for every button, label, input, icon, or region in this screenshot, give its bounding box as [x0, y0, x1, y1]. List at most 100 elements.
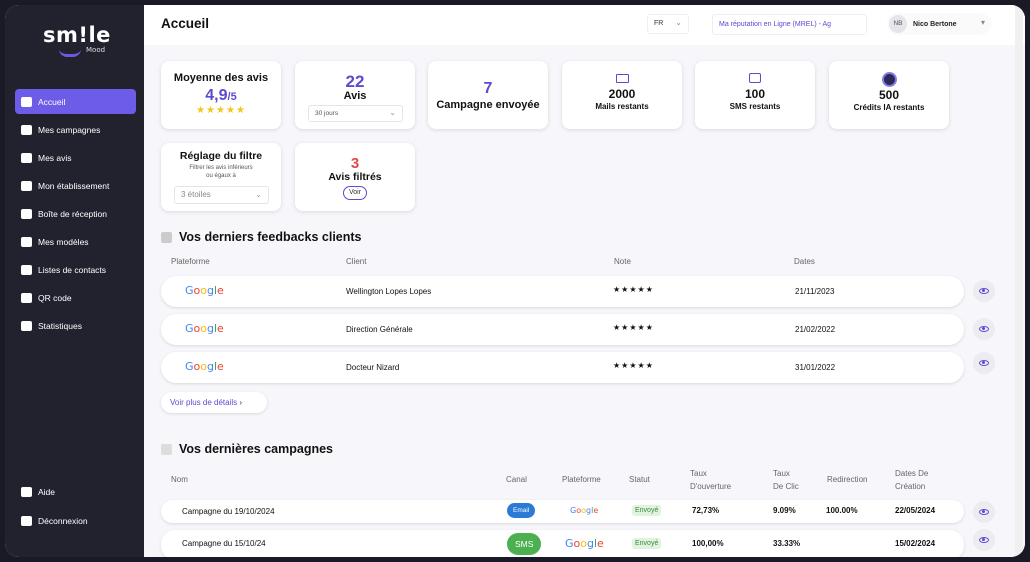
- main-content: Accueil FR ⌄ Ma réputation en Ligne (MREL…: [144, 5, 1025, 557]
- sidebar-item-etablissement[interactable]: Mon établissement: [15, 173, 136, 198]
- logo-sub: Mood: [86, 46, 106, 54]
- sidebar-item-campagnes[interactable]: Mes campagnes: [15, 117, 136, 142]
- view-button[interactable]: [973, 529, 995, 551]
- templates-icon: [21, 236, 32, 247]
- sidebar-item-label: Mes campagnes: [38, 124, 101, 135]
- language-value: FR: [654, 20, 664, 27]
- column-header-clic-2: De Clic: [773, 482, 799, 491]
- sidebar-item-label: QR code: [38, 292, 72, 303]
- google-logo: Google: [185, 284, 224, 297]
- smile-icon: [59, 49, 81, 57]
- inbox-icon: [21, 208, 32, 219]
- ai-credits-count: 500: [878, 88, 900, 102]
- rating-stars: ★★★★★: [613, 323, 654, 332]
- google-logo: Google: [185, 322, 224, 335]
- filtered-reviews-card: 3 Avis filtrés Voir: [295, 143, 415, 211]
- contacts-icon: [21, 264, 32, 275]
- reputation-select[interactable]: Ma réputation en Ligne (MREL) - Ag: [712, 14, 867, 35]
- more-details-button[interactable]: Voir plus de détails ›: [161, 392, 267, 413]
- chevron-down-icon: ⌄: [255, 190, 262, 199]
- table-row[interactable]: Campagne du 19/10/2024 Email Google Envo…: [161, 500, 964, 523]
- logo: sm!le Mood: [43, 23, 111, 57]
- creation-date: 22/05/2024: [895, 506, 936, 515]
- filter-description: Filtrer les avis inférieurs ou égaux à: [189, 165, 253, 179]
- sidebar-item-qr[interactable]: QR code: [15, 285, 136, 310]
- reviews-icon: [21, 152, 32, 163]
- status-badge: Envoyé: [632, 505, 662, 516]
- voir-button[interactable]: Voir: [343, 186, 367, 200]
- mail-icon: [615, 74, 629, 83]
- campaign-name: Campagne du 19/10/2024: [182, 507, 275, 516]
- sidebar-nav: Accueil Mes campagnes Mes avis Mon établ…: [15, 89, 136, 341]
- building-icon: [21, 180, 32, 191]
- feedbacks-title-text: Vos derniers feedbacks clients: [179, 230, 362, 244]
- creation-date: 15/02/2024: [895, 539, 936, 548]
- average-title: Moyenne des avis: [173, 72, 269, 84]
- sidebar: sm!le Mood Accueil Mes campagnes Mes avi…: [5, 5, 144, 557]
- rating-stars: ★★★★★: [613, 361, 654, 370]
- sidebar-item-avis[interactable]: Mes avis: [15, 145, 136, 170]
- eye-icon: [979, 326, 989, 332]
- help-icon: [21, 487, 32, 497]
- filtered-label: Avis filtrés: [328, 171, 382, 183]
- column-header-creation-2: Création: [895, 482, 926, 491]
- table-row[interactable]: Campagne du 15/10/24 SMS Google Envoyé 1…: [161, 530, 964, 557]
- sidebar-item-accueil[interactable]: Accueil: [15, 89, 136, 114]
- google-logo: Google: [565, 537, 604, 550]
- chevron-down-icon: ⌄: [675, 18, 682, 27]
- home-icon: [21, 96, 32, 107]
- open-rate: 100,00%: [692, 539, 724, 548]
- user-menu[interactable]: NB Nico Bertone ▾: [887, 13, 991, 35]
- google-logo: Google: [570, 506, 599, 515]
- sidebar-item-statistiques[interactable]: Statistiques: [15, 313, 136, 338]
- sidebar-item-contacts[interactable]: Listes de contacts: [15, 257, 136, 282]
- client-name: Direction Générale: [346, 325, 413, 334]
- average-value-line: 4,9/5: [161, 87, 281, 105]
- rating-stars: ★★★★★: [613, 285, 654, 294]
- sms-icon: [749, 73, 761, 83]
- robot-icon: [881, 72, 897, 87]
- ai-credits-card: 500 Crédits IA restants: [829, 61, 949, 129]
- column-header-ouverture-2: D'ouverture: [690, 482, 732, 491]
- table-row[interactable]: Google Docteur Nizard ★★★★★ 31/01/2022: [161, 352, 964, 383]
- client-name: Docteur Nizard: [346, 363, 400, 372]
- filter-threshold-value: 3 étoiles: [181, 190, 211, 199]
- sidebar-item-label: Statistiques: [38, 320, 82, 331]
- filter-threshold-select[interactable]: 3 étoiles ⌄: [174, 186, 269, 204]
- logo-word: sm!le: [43, 23, 111, 47]
- page-title: Accueil: [161, 16, 210, 31]
- column-header-note: Note: [614, 257, 631, 266]
- sidebar-item-deconnexion[interactable]: Déconnexion: [15, 508, 136, 534]
- review-date: 31/01/2022: [795, 363, 836, 372]
- view-button[interactable]: [973, 501, 995, 523]
- average-stars: ★★★★★: [196, 105, 246, 116]
- filtered-count: 3: [350, 155, 360, 172]
- avatar: NB: [889, 15, 907, 33]
- sidebar-item-modeles[interactable]: Mes modèles: [15, 229, 136, 254]
- scrollbar[interactable]: [1015, 5, 1023, 557]
- sidebar-item-label: Accueil: [38, 96, 66, 107]
- user-name: Nico Bertone: [913, 20, 957, 28]
- click-rate: 33.33%: [773, 539, 801, 548]
- view-button[interactable]: [973, 352, 995, 374]
- campaigns-title: Vos dernières campagnes: [161, 442, 333, 456]
- language-select[interactable]: FR ⌄: [647, 14, 689, 34]
- period-select[interactable]: 30 jours ⌄: [308, 105, 403, 122]
- reviews-label: Avis: [343, 90, 367, 102]
- ai-credits-label: Crédits IA restants: [853, 103, 925, 112]
- sidebar-item-aide[interactable]: Aide: [15, 479, 136, 505]
- caret-down-icon: ▾: [980, 18, 985, 27]
- sidebar-item-reception[interactable]: Boîte de réception: [15, 201, 136, 226]
- table-row[interactable]: Google Direction Générale ★★★★★ 21/02/20…: [161, 314, 964, 345]
- reviews-count-card: 22 Avis 30 jours ⌄: [295, 61, 415, 129]
- view-button[interactable]: [973, 280, 995, 302]
- top-bar: Accueil FR ⌄ Ma réputation en Ligne (MREL…: [144, 5, 1025, 45]
- view-button[interactable]: [973, 318, 995, 340]
- table-row[interactable]: Google Wellington Lopes Lopes ★★★★★ 21/1…: [161, 276, 964, 307]
- click-rate: 9.09%: [773, 506, 796, 515]
- sidebar-item-label: Aide: [38, 487, 56, 497]
- campaign-sent-card: 7 Campagne envoyée: [428, 61, 548, 129]
- campaign-icon: [21, 124, 32, 135]
- mails-count: 2000: [608, 87, 636, 101]
- mails-card: 2000 Mails restants: [562, 61, 682, 129]
